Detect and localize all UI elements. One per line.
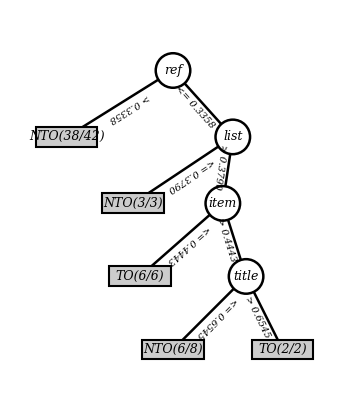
Circle shape [229, 259, 263, 294]
Text: NTO(6/8): NTO(6/8) [143, 343, 203, 356]
FancyBboxPatch shape [102, 193, 164, 213]
Text: NTO(38/42): NTO(38/42) [29, 131, 104, 143]
FancyBboxPatch shape [36, 127, 98, 147]
Text: <= 0.3358: <= 0.3358 [174, 84, 216, 130]
Circle shape [216, 120, 250, 154]
Text: list: list [223, 131, 243, 143]
FancyBboxPatch shape [142, 339, 204, 360]
Text: > 0.6545: > 0.6545 [243, 294, 271, 339]
Text: title: title [234, 270, 259, 283]
Text: > 0.3790: > 0.3790 [212, 144, 228, 191]
Text: > 0.3358: > 0.3358 [107, 92, 151, 124]
Text: item: item [209, 197, 237, 210]
Text: <= 0.3790: <= 0.3790 [166, 156, 216, 193]
Text: TO(2/2): TO(2/2) [258, 343, 307, 356]
Text: <= 0.4443: <= 0.4443 [166, 223, 212, 265]
Text: <= 0.6545: <= 0.6545 [195, 295, 239, 340]
Circle shape [206, 186, 240, 220]
Text: TO(6/6): TO(6/6) [116, 270, 164, 283]
Circle shape [156, 53, 190, 88]
FancyBboxPatch shape [252, 339, 313, 360]
Text: > 0.4443: > 0.4443 [215, 217, 237, 263]
Text: ref: ref [164, 64, 182, 77]
Text: NTO(3/3): NTO(3/3) [103, 197, 163, 210]
FancyBboxPatch shape [109, 266, 171, 286]
